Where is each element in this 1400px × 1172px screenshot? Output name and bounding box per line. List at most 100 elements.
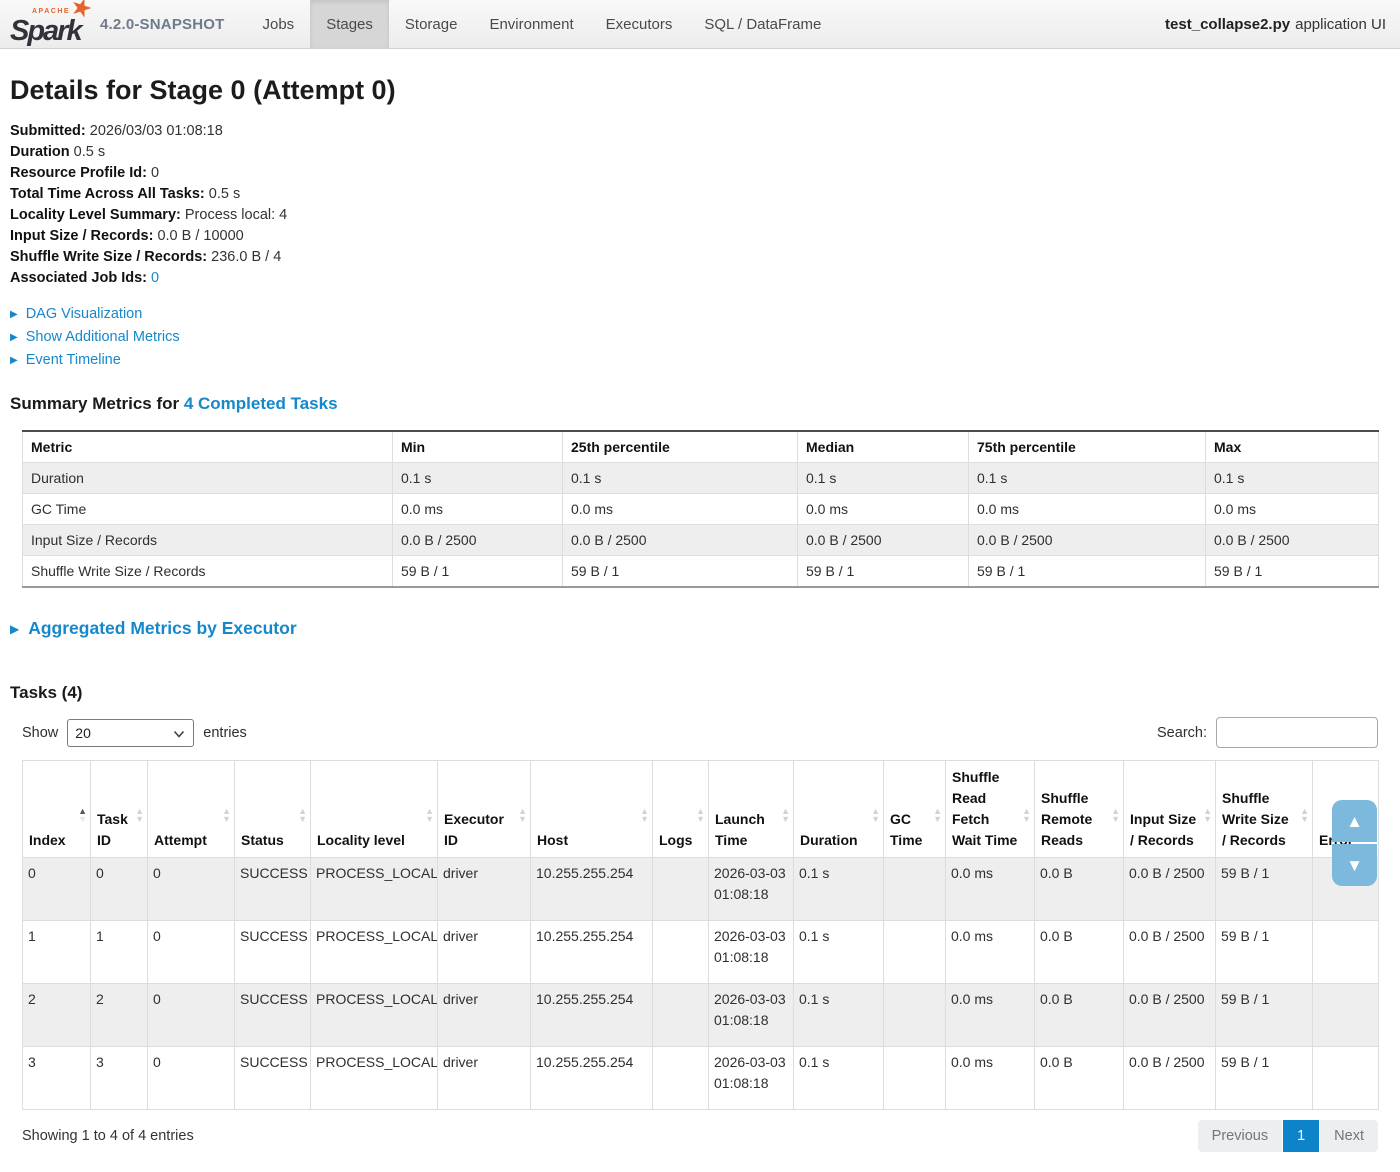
down-arrow-icon: ▼ <box>1346 855 1363 875</box>
nav-link-sql-dataframe[interactable]: SQL / DataFrame <box>704 16 822 33</box>
metric-value: 0.1 s <box>1205 462 1379 494</box>
cell-attempt: 0 <box>147 857 235 921</box>
cell-shuffle-write-size-records: 59 B / 1 <box>1215 920 1313 984</box>
col-header-shuffle-remote-reads[interactable]: Shuffle Remote Reads ▲ ▼ <box>1034 760 1124 858</box>
cell-shuffle-remote-reads: 0.0 B <box>1034 1046 1124 1110</box>
cell-shuffle-read-fetch-wait-time: 0.0 ms <box>945 857 1035 921</box>
cell-input-size-records: 0.0 B / 2500 <box>1123 920 1216 984</box>
aggregated-metrics-label: Aggregated Metrics by Executor <box>28 618 297 638</box>
col-header-host[interactable]: Host ▲ ▼ <box>530 760 653 858</box>
task-row: 0 0 0 SUCCESS PROCESS_LOCAL driver 10.255.255.… <box>22 857 1379 921</box>
cell-status: SUCCESS <box>234 983 311 1047</box>
collapsible-toggle-show-additional-metrics[interactable]: ▶ Show Additional Metrics <box>10 326 1390 349</box>
col-header-label: GC Time <box>890 811 923 848</box>
nav-link-stages[interactable]: Stages <box>326 16 373 33</box>
expand-arrow-icon: ▶ <box>10 332 18 343</box>
spark-version: 4.2.0-SNAPSHOT <box>100 15 225 33</box>
nav-link-jobs[interactable]: Jobs <box>262 16 295 33</box>
previous-page-button[interactable]: Previous <box>1197 1120 1283 1152</box>
detail-value: 0.5 s <box>208 186 241 202</box>
col-header-duration[interactable]: Duration ▲ ▼ <box>793 760 884 858</box>
nav-link-executors[interactable]: Executors <box>605 16 673 33</box>
col-header-label: Attempt <box>154 832 207 848</box>
cell-launch-time: 2026-03-03 01:08:18 <box>708 857 794 921</box>
cell-logs <box>652 920 709 984</box>
collapsible-toggle-event-timeline[interactable]: ▶ Event Timeline <box>10 349 1390 372</box>
col-header-label: Logs <box>659 832 693 848</box>
col-header-shuffle-read-fetch-wait-time[interactable]: Shuffle Read Fetch Wait Time ▲ ▼ <box>945 760 1035 858</box>
col-header-attempt[interactable]: Attempt ▲ ▼ <box>147 760 235 858</box>
metric-value: 0.1 s <box>392 462 563 494</box>
sort-icon: ▲▼ <box>696 806 705 824</box>
page-size-select-wrap: 20 <box>67 718 195 747</box>
metric-name: Input Size / Records <box>22 524 393 556</box>
metric-value: 0.0 ms <box>797 493 969 525</box>
col-header-executor-id[interactable]: Executor ID ▲ ▼ <box>437 760 531 858</box>
cell-gc-time <box>883 857 946 921</box>
col-header-index[interactable]: Index ▲ ▼ <box>22 760 91 858</box>
cell-input-size-records: 0.0 B / 2500 <box>1123 1046 1216 1110</box>
current-page-button[interactable]: 1 <box>1283 1120 1320 1152</box>
sort-icon: ▲▼ <box>1022 806 1031 824</box>
page-size-select[interactable]: 20 <box>67 718 195 747</box>
col-header-locality-level[interactable]: Locality level ▲ ▼ <box>310 760 438 858</box>
detail-value-link[interactable]: 0 <box>151 270 160 286</box>
col-header-input-size-records[interactable]: Input Size / Records ▲ ▼ <box>1123 760 1216 858</box>
completed-tasks-link[interactable]: 4 Completed Tasks <box>183 394 338 413</box>
metric-value: 0.0 B / 2500 <box>797 524 969 556</box>
spark-logo-link[interactable]: APACHE Spark ★ 4.2.0-SNAPSHOT <box>10 0 247 48</box>
cell-executor-id: driver <box>437 1046 531 1110</box>
application-name: test_collapse2.py <box>1165 15 1291 33</box>
nav-tab-executors: Executors <box>590 0 689 48</box>
task-row: 3 3 0 SUCCESS PROCESS_LOCAL driver 10.255.255.… <box>22 1046 1379 1110</box>
cell-status: SUCCESS <box>234 857 311 921</box>
cell-duration: 0.1 s <box>793 920 884 984</box>
nav-tabs: Jobs Stages Storage Environment Executors SQL… <box>247 0 838 48</box>
pagination: Previous 1 Next <box>1197 1120 1378 1152</box>
metric-value: 0.0 ms <box>562 493 798 525</box>
col-header-shuffle-write-size-records[interactable]: Shuffle Write Size / Records ▲ ▼ <box>1215 760 1313 858</box>
cell-gc-time <box>883 983 946 1047</box>
cell-executor-id: driver <box>437 920 531 984</box>
metric-value: 59 B / 1 <box>968 555 1206 588</box>
nav-tab-jobs: Jobs <box>247 0 311 48</box>
col-header-gc-time[interactable]: GC Time ▲ ▼ <box>883 760 946 858</box>
search-input[interactable] <box>1216 717 1378 748</box>
aggregated-metrics-toggle[interactable]: ▶ Aggregated Metrics by Executor <box>10 618 1390 639</box>
cell-shuffle-read-fetch-wait-time: 0.0 ms <box>945 920 1035 984</box>
cell-shuffle-read-fetch-wait-time: 0.0 ms <box>945 983 1035 1047</box>
sort-icon: ▲▼ <box>298 806 307 824</box>
cell-task-id: 2 <box>90 983 148 1047</box>
scroll-up-button[interactable]: ▲ <box>1332 800 1377 842</box>
nav-tab-storage: Storage <box>389 0 474 48</box>
nav-link-storage[interactable]: Storage <box>404 16 458 33</box>
collapsible-toggle-dag-visualization[interactable]: ▶ DAG Visualization <box>10 303 1390 326</box>
col-header-task-id[interactable]: Task ID ▲ ▼ <box>90 760 148 858</box>
nav-tab-sql-dataframe: SQL / DataFrame <box>688 0 837 48</box>
metric-value: 59 B / 1 <box>392 555 563 588</box>
entries-label: entries <box>203 724 247 741</box>
application-title-suffix: application UI <box>1295 15 1386 33</box>
metric-value: 0.1 s <box>797 462 969 494</box>
col-header-status[interactable]: Status ▲ ▼ <box>234 760 311 858</box>
summary-col-header-25th-percentile: 25th percentile <box>562 431 798 463</box>
cell-locality-level: PROCESS_LOCAL <box>310 1046 438 1110</box>
up-arrow-icon: ▲ <box>1346 811 1363 831</box>
collapsible-label: Event Timeline <box>25 352 121 368</box>
cell-error <box>1312 920 1379 984</box>
collapsible-label: Show Additional Metrics <box>25 329 180 345</box>
detail-line-input-size-records: Input Size / Records: 0.0 B / 10000 <box>10 226 1390 247</box>
cell-gc-time <box>883 920 946 984</box>
detail-line-total-time-across-all-tasks: Total Time Across All Tasks: 0.5 s <box>10 184 1390 205</box>
col-header-label: Task ID <box>97 811 128 848</box>
summary-metrics-heading: Summary Metrics for 4 Completed Tasks <box>10 394 1390 414</box>
cell-index: 3 <box>22 1046 91 1110</box>
scroll-down-button[interactable]: ▼ <box>1332 844 1377 886</box>
cell-index: 1 <box>22 920 91 984</box>
sort-icon: ▲▼ <box>1111 806 1120 824</box>
col-header-launch-time[interactable]: Launch Time ▲ ▼ <box>708 760 794 858</box>
col-header-logs[interactable]: Logs ▲ ▼ <box>652 760 709 858</box>
col-header-label: Executor ID <box>444 811 504 848</box>
nav-link-environment[interactable]: Environment <box>489 16 574 33</box>
next-page-button[interactable]: Next <box>1320 1120 1378 1152</box>
